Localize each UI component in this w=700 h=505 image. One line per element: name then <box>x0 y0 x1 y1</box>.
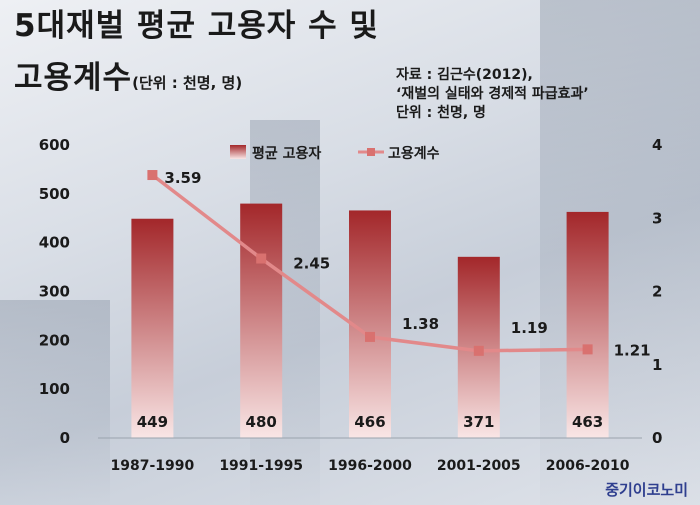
line-value-label: 1.19 <box>511 319 548 337</box>
legend-line-label: 고용계수 <box>388 146 440 162</box>
bar-series: 449 480 466 371 463 <box>131 203 609 438</box>
line-marker <box>473 345 484 356</box>
legend-bar-swatch <box>230 145 246 159</box>
y-right-tick-label: 2 <box>652 283 662 301</box>
bar-2006-2010 <box>566 211 609 438</box>
line-value-label: 1.38 <box>402 315 439 333</box>
line-marker <box>582 344 593 355</box>
bar-value-label: 449 <box>137 413 168 431</box>
line-value-label: 1.21 <box>614 341 651 359</box>
line-series: 3.59 2.45 1.38 1.19 1.21 <box>147 169 651 359</box>
bar-value-label: 463 <box>572 413 603 431</box>
source-line-3: 단위 : 천명, 명 <box>396 105 486 121</box>
y-left-tick-label: 500 <box>39 185 70 203</box>
background-building-3 <box>0 300 110 505</box>
legend: 평균 고용자 고용계수 <box>230 145 440 162</box>
line-marker <box>256 253 267 264</box>
axes: 0 100 200 300 400 500 600 0 1 2 3 4 1987-1990 1991-19… <box>39 136 663 474</box>
y-right-tick-label: 1 <box>652 356 662 374</box>
y-left-tick-label: 600 <box>39 136 70 154</box>
y-left-tick-label: 100 <box>39 380 70 398</box>
y-right-tick-label: 0 <box>652 429 662 447</box>
x-tick-label: 1991-1995 <box>219 458 303 474</box>
legend-bar-label: 평균 고용자 <box>252 145 321 162</box>
x-tick-label: 1996-2000 <box>328 458 412 474</box>
line-marker <box>147 170 158 181</box>
chart-title-line2: 고용계수(단위 : 천명, 명) <box>14 58 242 103</box>
line-marker <box>365 331 375 342</box>
bar-1987-1990 <box>131 218 174 438</box>
legend-line-marker <box>367 148 375 156</box>
line-value-label: 2.45 <box>293 255 330 273</box>
y-right-tick-label: 3 <box>652 209 662 227</box>
bar-value-label: 480 <box>246 413 277 431</box>
bar-1991-1995 <box>240 203 283 438</box>
bar-value-label: 371 <box>463 413 494 431</box>
y-left-tick-label: 200 <box>39 331 70 349</box>
line-value-label: 3.59 <box>164 169 201 187</box>
y-right-tick-label: 4 <box>652 136 662 154</box>
source-note: 자료 : 김근수(2012), ‘재벌의 실태와 경제적 파급효과’ 단위 : … <box>396 66 589 123</box>
x-tick-label: 1987-1990 <box>111 458 195 474</box>
y-left-tick-label: 400 <box>39 234 70 252</box>
chart-title-text: 고용계수 <box>14 60 133 96</box>
x-tick-label: 2006-2010 <box>546 458 630 474</box>
source-line-2: ‘재벌의 실태와 경제적 파급효과’ <box>396 86 589 102</box>
chart-title-unit: (단위 : 천명, 명) <box>132 74 243 92</box>
bar-value-label: 466 <box>354 413 385 431</box>
x-tick-label: 2001-2005 <box>437 458 521 474</box>
bar-1996-2000 <box>349 210 391 438</box>
source-line-1: 자료 : 김근수(2012), <box>396 67 533 83</box>
brand-logo: 중기이코노미 <box>605 481 688 499</box>
y-left-tick-label: 0 <box>60 429 70 447</box>
chart-title-line1: 5대재벌 평균 고용자 수 및 <box>14 8 379 44</box>
y-left-tick-label: 300 <box>39 283 70 301</box>
